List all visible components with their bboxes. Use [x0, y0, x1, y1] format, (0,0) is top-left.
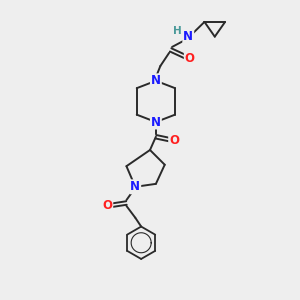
- Text: O: O: [169, 134, 179, 147]
- Text: O: O: [185, 52, 195, 65]
- Text: N: N: [151, 74, 161, 87]
- Text: H: H: [173, 26, 182, 36]
- Text: O: O: [102, 200, 112, 212]
- Text: N: N: [151, 116, 161, 128]
- Text: N: N: [130, 180, 140, 193]
- Text: N: N: [183, 30, 193, 43]
